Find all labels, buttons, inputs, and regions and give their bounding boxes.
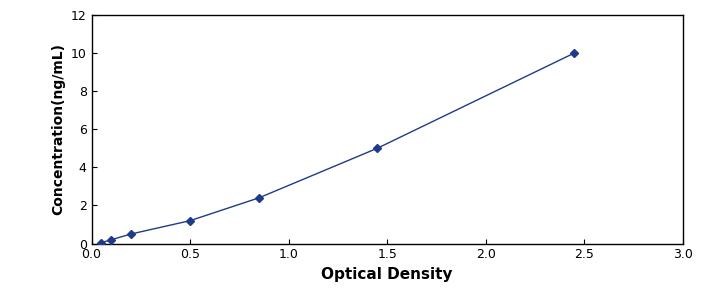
Y-axis label: Concentration(ng/mL): Concentration(ng/mL) [51, 43, 65, 215]
X-axis label: Optical Density: Optical Density [322, 267, 453, 282]
